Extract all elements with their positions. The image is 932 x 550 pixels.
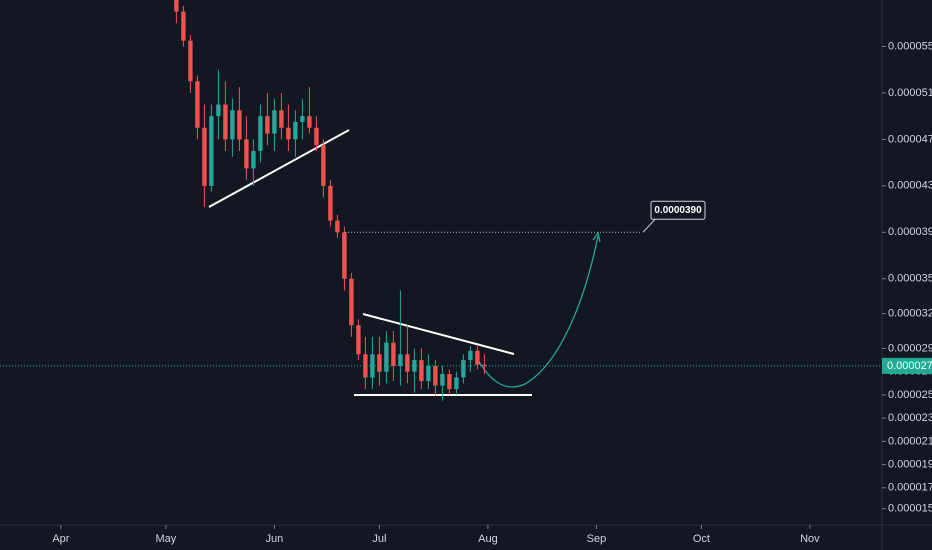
candle-body [237,110,242,140]
candle-body [223,104,228,140]
candle-body [475,350,480,365]
x-tick-label: Jun [266,533,284,545]
candle-body [391,342,396,366]
x-tick-label: Aug [478,533,498,545]
candle-body [377,354,382,372]
candle-body [251,150,256,169]
candle-body [258,116,263,151]
candle-body [202,127,207,186]
candle-body [398,354,403,366]
candle-body [426,365,431,381]
candle-body [468,350,473,361]
x-tick-label: May [156,533,177,545]
candle-body [279,110,284,128]
candle-body [209,116,214,186]
candle-body [454,377,459,390]
candle-body [433,365,438,386]
projection-arrow [592,231,601,243]
y-tick-label: 0.0000152 [888,503,932,515]
candle-body [286,127,291,140]
candle-body [174,0,179,12]
target-callout [650,200,706,220]
projection-curve [477,235,599,388]
candle-body [405,354,410,372]
candle-body [363,354,368,378]
candle-body [342,232,347,279]
x-tick-label: Nov [800,533,820,545]
x-tick-label: Sep [587,533,607,545]
x-tick-label: Jul [372,533,386,545]
candle-body [230,110,235,140]
candle-body [293,121,298,140]
candle-body [356,325,361,355]
candle-body [419,360,424,381]
candle-body [482,364,487,366]
candle-body [272,110,277,134]
candle-body [265,116,270,134]
candle-body [447,374,452,390]
y-tick-label: 0.0000390 [888,226,932,238]
candle-body [461,360,466,378]
candle-body [307,116,312,128]
x-tick-label: Oct [693,533,710,545]
candle-body [440,374,445,386]
candle-body [244,139,249,169]
last-price-box [882,357,932,374]
candle-body [181,11,186,41]
trend-line [362,313,515,355]
trend-line [208,129,350,208]
target-callout-pointer [642,217,657,233]
candle-body [300,116,305,122]
candle-body [328,185,333,221]
last-price-label: 0.0000275 [887,360,932,372]
candle-body [335,220,340,233]
candle-body [188,40,193,82]
candle-body [349,278,354,326]
target-label: 0.0000390 [654,205,702,216]
candle-body [216,104,221,117]
x-tick-label: Apr [52,533,69,545]
candle-body [384,342,389,372]
candle-body [321,145,326,186]
candle-body [314,127,319,146]
candle-body [195,81,200,128]
